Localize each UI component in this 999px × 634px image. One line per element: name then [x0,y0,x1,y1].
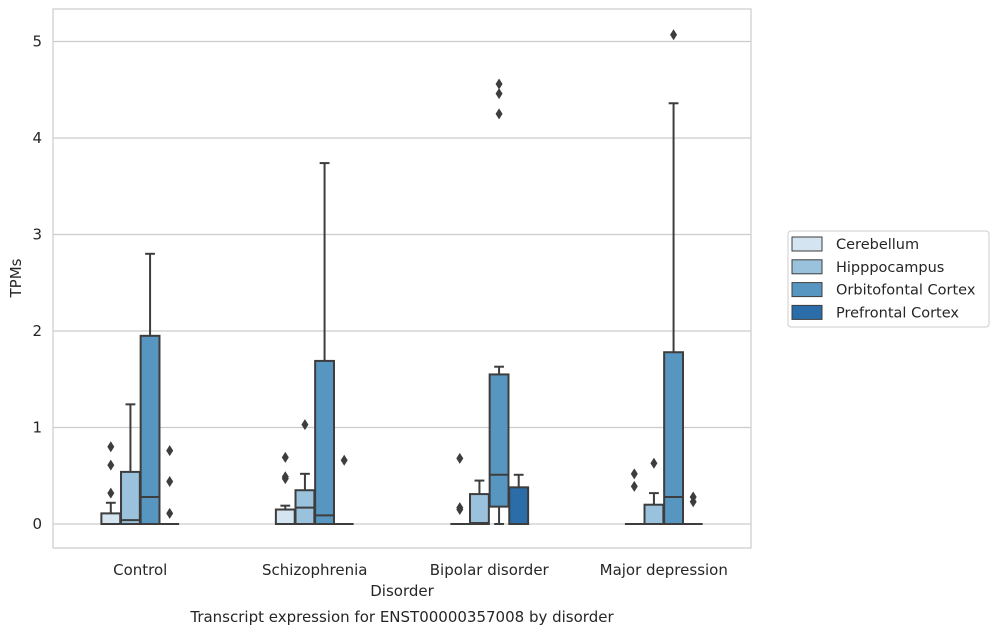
y-tick-label-1: 1 [32,419,42,437]
box-c2-s2 [488,373,510,508]
plot-area [53,9,751,548]
box-c1-s0 [274,508,296,525]
plot-frame [52,8,752,549]
chart-caption: Transcript expression for ENST0000035700… [189,608,614,626]
legend-frame [787,230,990,328]
box-c3-s1 [643,503,665,526]
outlier-c2-s0-2 [456,452,464,464]
outlier-c1-s3-0 [340,454,348,466]
outlier-c3-s0-0 [630,480,638,492]
box-c3-s2 [663,351,684,526]
x-tick-label-2: Bipolar disorder [430,561,550,579]
outlier-c3-s0-1 [630,468,638,480]
outlier-c3-s1-0 [650,457,658,469]
outlier-c3-s3-1 [689,491,697,503]
legend-label-2: Orbitofontal Cortex [836,283,976,299]
outlier-c1-s1-0 [301,419,309,431]
y-tick-labels: 0 1 2 3 4 5 [32,33,42,534]
box-c2-s1 [469,493,490,525]
outlier-c0-s3-1 [166,476,174,488]
box-c2-s3 [508,486,530,525]
outlier-c0-s0-2 [107,441,115,453]
outlier-c0-s0-0 [107,487,115,499]
box-c1-s2 [314,359,335,526]
outlier-c1-s0-2 [281,451,289,463]
legend-swatch-2 [791,282,823,298]
y-tick-label-0: 0 [32,515,42,533]
box-c0-s0 [100,512,122,526]
outlier-c3-s2-0 [670,29,678,41]
x-tick-label-0: Control [113,561,167,579]
x-tick-labels: Control Schizophrenia Bipolar disorder Majo… [113,561,728,579]
outlier-c2-s2-2 [495,78,503,90]
y-tick-label-4: 4 [32,129,42,147]
outlier-c0-s3-2 [166,445,174,457]
legend: Cerebellum Hipppocampus Orbitofontal Corte… [787,230,990,328]
outlier-c2-s0-1 [456,502,464,514]
outlier-c0-s3-0 [166,507,174,519]
legend-swatch-1 [791,259,823,275]
legend-label-0: Cerebellum [836,237,919,253]
x-tick-label-3: Major depression [600,561,728,579]
legend-label-1: Hipppocampus [836,260,944,276]
y-tick-label-2: 2 [32,322,42,340]
boxes-layer [100,29,703,526]
outlier-c2-s2-1 [495,88,503,100]
box-c0-s1 [120,470,141,526]
outlier-c1-s0-1 [281,471,289,483]
outlier-c2-s2-0 [495,108,503,120]
legend-label-3: Prefrontal Cortex [836,305,959,321]
legend-swatch-3 [791,304,823,320]
outlier-c0-s0-1 [107,459,115,471]
x-axis-label: Disorder [370,582,434,600]
x-tick-label-1: Schizophrenia [262,561,367,579]
y-axis-label: TPMs [7,258,25,298]
y-tick-label-5: 5 [32,33,42,51]
legend-swatch-0 [791,236,823,252]
box-c0-s2 [139,334,161,526]
y-tick-label-3: 3 [32,226,42,244]
